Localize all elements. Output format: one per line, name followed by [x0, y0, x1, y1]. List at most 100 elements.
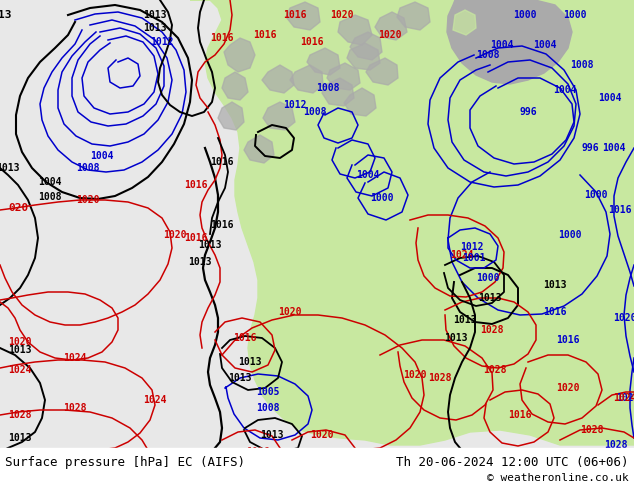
Text: 1004: 1004	[356, 170, 380, 180]
Text: 1000: 1000	[563, 10, 586, 20]
Text: 1020: 1020	[556, 383, 579, 393]
Polygon shape	[397, 2, 430, 30]
Text: 1013: 1013	[143, 23, 167, 33]
Text: 1016: 1016	[246, 447, 269, 457]
Text: 1000: 1000	[370, 193, 394, 203]
Text: 1013: 1013	[8, 345, 32, 355]
Text: 1008: 1008	[76, 163, 100, 173]
Text: 1028: 1028	[428, 373, 452, 383]
Text: 1000: 1000	[514, 10, 537, 20]
Polygon shape	[366, 58, 398, 85]
Text: Surface pressure [hPa] EC (AIFS): Surface pressure [hPa] EC (AIFS)	[5, 456, 245, 468]
Polygon shape	[208, 310, 234, 335]
Text: 1016: 1016	[184, 180, 208, 190]
Text: 1000: 1000	[476, 273, 500, 283]
Text: 1020: 1020	[330, 10, 354, 20]
Text: 1004: 1004	[553, 85, 577, 95]
Polygon shape	[218, 102, 244, 130]
Text: 1008: 1008	[570, 60, 594, 70]
Text: 1008: 1008	[38, 192, 61, 202]
Text: 1028: 1028	[483, 365, 507, 375]
Polygon shape	[222, 72, 248, 100]
Text: 1024: 1024	[613, 393, 634, 403]
Text: 1028: 1028	[8, 410, 32, 420]
Polygon shape	[207, 275, 232, 300]
Text: 1008: 1008	[303, 107, 327, 117]
Text: 1013: 1013	[0, 163, 20, 173]
Text: 1012: 1012	[283, 100, 307, 110]
Text: 1016: 1016	[556, 335, 579, 345]
Text: 1013: 1013	[543, 280, 567, 290]
Text: 1013: 1013	[143, 10, 167, 20]
Polygon shape	[322, 78, 354, 106]
Text: 1020: 1020	[76, 195, 100, 205]
Polygon shape	[286, 2, 320, 30]
Text: 1016: 1016	[233, 333, 257, 343]
Text: 1016: 1016	[608, 205, 631, 215]
Polygon shape	[327, 63, 360, 90]
Text: 1013: 1013	[188, 257, 212, 267]
Text: 1020: 1020	[613, 313, 634, 323]
Text: 1016: 1016	[253, 30, 277, 40]
Text: 1020: 1020	[278, 307, 302, 317]
Text: 1013: 1013	[198, 240, 222, 250]
Text: 1028: 1028	[63, 403, 87, 413]
Polygon shape	[453, 10, 476, 35]
Text: 1020: 1020	[403, 370, 427, 380]
Text: 1008: 1008	[476, 50, 500, 60]
Text: 1028: 1028	[604, 440, 628, 450]
Text: 1004: 1004	[38, 177, 61, 187]
Text: Th 20-06-2024 12:00 UTC (06+06): Th 20-06-2024 12:00 UTC (06+06)	[396, 456, 629, 468]
Polygon shape	[338, 15, 372, 45]
Polygon shape	[344, 88, 376, 116]
Text: 1013: 1013	[478, 293, 501, 303]
Text: 1024: 1024	[63, 353, 87, 363]
Text: 1024: 1024	[450, 250, 474, 260]
Text: 1004: 1004	[533, 40, 557, 50]
Polygon shape	[190, 0, 634, 445]
Text: 1004: 1004	[90, 151, 113, 161]
Polygon shape	[447, 0, 572, 84]
Text: 1008: 1008	[256, 403, 280, 413]
Text: 1016: 1016	[543, 307, 567, 317]
Text: 1020: 1020	[8, 337, 32, 347]
Text: 1016: 1016	[210, 157, 234, 167]
Text: 1005: 1005	[256, 387, 280, 397]
Polygon shape	[307, 48, 340, 75]
Polygon shape	[466, 2, 500, 30]
Text: 13: 13	[0, 10, 12, 20]
Text: 1013: 1013	[228, 373, 252, 383]
Text: 1020: 1020	[378, 30, 402, 40]
Text: 1016: 1016	[210, 220, 234, 230]
Text: 1013: 1013	[444, 333, 468, 343]
Text: 1020: 1020	[310, 430, 333, 440]
Text: 1013: 1013	[8, 433, 32, 443]
Text: 1016: 1016	[184, 233, 208, 243]
Polygon shape	[262, 65, 294, 93]
Text: 1012: 1012	[150, 37, 174, 47]
Polygon shape	[210, 340, 237, 366]
Text: 1004: 1004	[598, 93, 622, 103]
Text: 1028: 1028	[580, 425, 604, 435]
Text: © weatheronline.co.uk: © weatheronline.co.uk	[488, 473, 629, 483]
Text: 1028: 1028	[480, 325, 504, 335]
Polygon shape	[350, 32, 382, 60]
Text: 1004: 1004	[602, 143, 626, 153]
Text: 1016: 1016	[508, 410, 532, 420]
Polygon shape	[224, 38, 255, 72]
Text: 1000: 1000	[559, 230, 582, 240]
Text: 1008: 1008	[316, 83, 340, 93]
Bar	[0, 448, 634, 490]
Text: 1013: 1013	[260, 430, 284, 440]
Text: 1001: 1001	[462, 253, 486, 263]
Text: 1016: 1016	[283, 10, 307, 20]
Text: 1016: 1016	[210, 33, 234, 43]
Text: 1013: 1013	[238, 357, 262, 367]
Text: 1024: 1024	[616, 393, 634, 403]
Polygon shape	[244, 135, 274, 163]
Polygon shape	[347, 43, 380, 70]
Polygon shape	[263, 102, 295, 130]
Text: 1024: 1024	[8, 365, 32, 375]
Text: 1024: 1024	[143, 395, 167, 405]
Polygon shape	[214, 373, 240, 398]
